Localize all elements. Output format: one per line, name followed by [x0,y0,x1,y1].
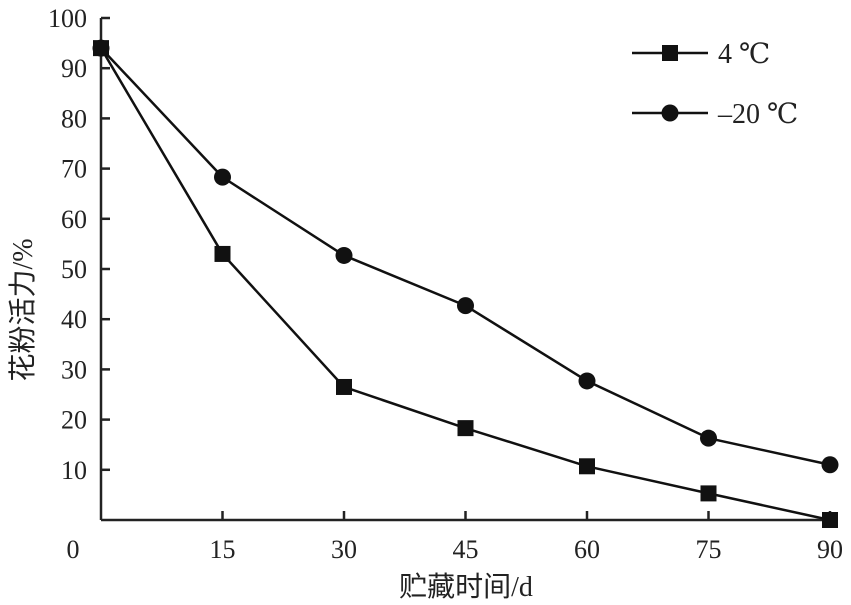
data-point-circle [335,246,353,264]
y-tick-label: 70 [61,155,87,184]
legend-label: 4 ℃ [718,39,770,70]
ticks: 10 20 30 40 50 60 70 80 90 100 0 15 30 45 60 75 90 [48,4,843,564]
x-tick-label: 15 [210,535,236,564]
legend-marker-square [662,45,678,61]
legend-item: 4 ℃ [632,39,770,70]
x-tick-label: 30 [331,535,357,564]
legend: 4 ℃ –20 ℃ [632,39,798,130]
y-tick-label: 30 [61,355,87,384]
x-tick-label: 90 [817,535,843,564]
data-point-circle [821,456,839,474]
legend-item: –20 ℃ [632,99,798,130]
axes [99,18,832,522]
x-tick-label: 0 [67,535,80,564]
data-point-square [579,458,595,475]
series-2 [92,39,839,474]
data-point-square [457,420,474,437]
data-point-square [214,245,231,262]
legend-marker-circle [661,104,679,122]
y-tick-label: 80 [61,104,87,133]
data-point-circle [578,372,596,390]
y-tick-label: 20 [61,406,87,435]
data-point-circle [457,297,474,315]
data-point-square [336,378,352,395]
series-layer [92,39,839,528]
y-tick-label: 40 [61,305,87,334]
data-point-square [822,512,838,528]
y-tick-label: 10 [61,456,87,485]
data-point-circle [700,429,717,447]
x-axis-title: 贮藏时间/d [399,571,533,603]
x-tick-label: 45 [453,535,479,564]
y-tick-label: 100 [48,4,87,33]
data-point-circle [214,168,231,186]
y-tick-label: 50 [61,255,87,284]
x-tick-label: 75 [696,535,722,564]
y-tick-label: 90 [61,54,87,83]
y-axis-title: 花粉活力/% [7,238,39,381]
legend-label: –20 ℃ [717,99,798,130]
x-tick-label: 60 [574,535,600,564]
series-1 [93,40,838,528]
data-point-square [700,485,717,502]
data-point-circle [92,39,110,57]
y-tick-label: 60 [61,205,87,234]
